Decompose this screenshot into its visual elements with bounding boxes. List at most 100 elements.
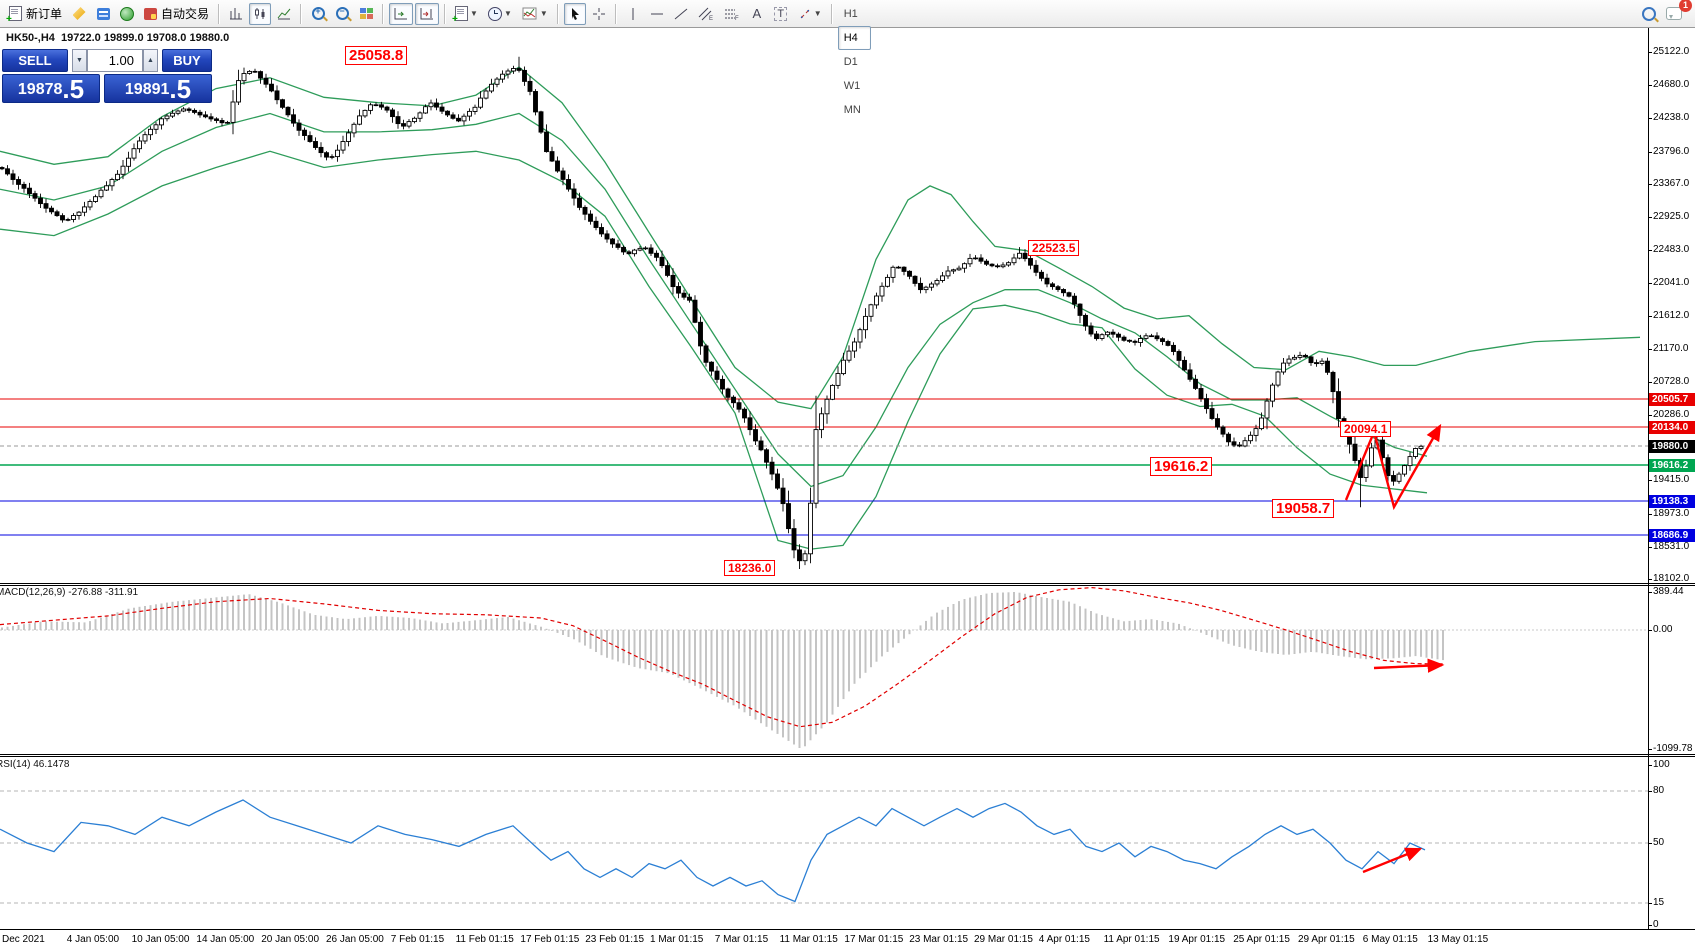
- axis-tick-label: 0: [1653, 919, 1659, 930]
- volume-decrease-button[interactable]: ▼: [72, 49, 87, 72]
- cursor-button[interactable]: [563, 2, 586, 25]
- crayon-icon: [72, 7, 86, 20]
- equidistant-channel-icon: E: [698, 7, 713, 21]
- timeframe-d1[interactable]: D1: [843, 55, 858, 68]
- axis-tick-label: -1099.78: [1653, 743, 1693, 754]
- search-button[interactable]: [1638, 3, 1660, 25]
- chart-shift-button[interactable]: [415, 2, 440, 25]
- tile-windows-icon: [359, 8, 373, 19]
- axis-tick-mark: [1648, 592, 1652, 593]
- axis-tick-label: 80: [1653, 785, 1665, 796]
- price-callout[interactable]: 19058.7: [1272, 499, 1335, 518]
- timeframe-mn[interactable]: MN: [843, 103, 861, 116]
- axis-tick-label: 50: [1653, 837, 1665, 848]
- sell-button[interactable]: SELL: [2, 49, 68, 72]
- axis-tick-label: 18102.0: [1653, 573, 1690, 584]
- time-axis-label: 17 Mar 01:15: [844, 934, 904, 945]
- price-callout[interactable]: 25058.8: [345, 46, 408, 65]
- text-icon: A: [752, 6, 762, 21]
- timeframe-bar: M1M5M15M30H1H4D1W1MN: [837, 0, 872, 122]
- indicators-button[interactable]: ▼: [518, 3, 552, 25]
- buy-button[interactable]: BUY: [162, 49, 212, 72]
- price-badge: 20134.0: [1649, 421, 1695, 434]
- axis-tick-mark: [1648, 118, 1652, 119]
- candlestick-chart-icon: [255, 7, 265, 19]
- periods-button[interactable]: ▼: [484, 3, 516, 25]
- time-axis-label: 4 Apr 01:15: [1038, 934, 1090, 945]
- auto-scroll-button[interactable]: [389, 2, 414, 25]
- search-icon: [1642, 6, 1656, 21]
- horizontal-line-button[interactable]: [646, 3, 668, 25]
- axis-tick-mark: [1648, 349, 1652, 350]
- chart-shift-icon: [420, 7, 434, 19]
- zoom-in-button[interactable]: +: [307, 3, 329, 25]
- time-axis-line: [0, 929, 1695, 930]
- time-axis-label: 23 Mar 01:15: [909, 934, 969, 945]
- price-callout[interactable]: 19616.2: [1150, 457, 1213, 476]
- time-axis-label: 11 Apr 01:15: [1103, 934, 1160, 945]
- toolbar-separator: [830, 3, 833, 24]
- toolbar-separator: [300, 3, 303, 24]
- buy-price[interactable]: 19891.5: [104, 74, 212, 103]
- time-axis-label: Dec 2021: [2, 934, 45, 945]
- axis-tick-mark: [1648, 152, 1652, 153]
- time-axis-label: 26 Jan 05:00: [326, 934, 384, 945]
- auto-trading-button[interactable]: 自动交易: [140, 3, 213, 25]
- macd-panel-separator[interactable]: [0, 583, 1695, 586]
- tile-windows-button[interactable]: [355, 3, 377, 25]
- cursor-icon: [571, 7, 579, 20]
- time-axis-label: 17 Feb 01:15: [520, 934, 580, 945]
- axis-tick-mark: [1648, 316, 1652, 317]
- axis-tick-label: 23367.0: [1653, 178, 1690, 189]
- new-chart-icon: +: [452, 6, 469, 25]
- axis-tick-label: 24680.0: [1653, 79, 1690, 90]
- volume-increase-button[interactable]: ▲: [143, 49, 158, 72]
- crosshair-button[interactable]: [588, 3, 610, 25]
- equidistant-channel-button[interactable]: E: [694, 3, 718, 25]
- toolbar-separator: [614, 3, 617, 24]
- axis-tick-label: 18531.0: [1653, 541, 1690, 552]
- time-axis-label: 29 Mar 01:15: [974, 934, 1033, 945]
- fibonacci-button[interactable]: F: [720, 3, 744, 25]
- chart-window-button[interactable]: [92, 3, 114, 25]
- new-chart-button[interactable]: + ▼: [451, 3, 482, 25]
- time-axis-label: 7 Mar 01:15: [714, 934, 769, 945]
- price-callout[interactable]: 22523.5: [1028, 240, 1080, 256]
- volume-input[interactable]: 1.00: [87, 49, 143, 72]
- chevron-down-icon: ▼: [813, 9, 822, 18]
- text-button[interactable]: A: [746, 3, 768, 25]
- broadcast-icon: [120, 6, 135, 21]
- line-chart-button[interactable]: [273, 3, 295, 25]
- axis-tick-mark: [1648, 52, 1652, 53]
- price-callout[interactable]: 20094.1: [1340, 421, 1392, 437]
- timeframe-h4[interactable]: H4: [837, 25, 872, 50]
- new-order-button[interactable]: + 新订单: [5, 3, 66, 25]
- text-label-button[interactable]: T: [770, 3, 792, 25]
- zoom-out-button[interactable]: −: [331, 3, 353, 25]
- chart-window-icon: [96, 7, 110, 20]
- zoom-in-icon: +: [311, 6, 325, 20]
- candlestick-chart-button[interactable]: [249, 2, 272, 25]
- timeframe-h1[interactable]: H1: [843, 7, 858, 20]
- notifications-button[interactable]: 1: [1662, 0, 1692, 25]
- bar-chart-button[interactable]: [225, 3, 247, 25]
- text-label-icon: T: [774, 6, 788, 21]
- rsi-panel-separator[interactable]: [0, 754, 1695, 757]
- trendline-button[interactable]: [670, 3, 692, 25]
- timeframe-w1[interactable]: W1: [843, 79, 861, 92]
- arrows-icon: [800, 9, 810, 18]
- price-badge: 19138.3: [1649, 495, 1695, 508]
- crayon-button[interactable]: [68, 3, 90, 25]
- broadcast-button[interactable]: [116, 3, 138, 25]
- line-chart-icon: [277, 8, 291, 19]
- sell-price[interactable]: 19878.5: [2, 74, 100, 103]
- vertical-line-button[interactable]: [622, 3, 644, 25]
- time-axis-label: 11 Feb 01:15: [455, 934, 514, 945]
- arrows-button[interactable]: ▼: [794, 3, 826, 25]
- auto-trading-label: 自动交易: [161, 7, 210, 21]
- periods-clock-icon: [487, 6, 502, 21]
- axis-tick-mark: [1648, 791, 1652, 792]
- price-callout[interactable]: 18236.0: [724, 560, 776, 576]
